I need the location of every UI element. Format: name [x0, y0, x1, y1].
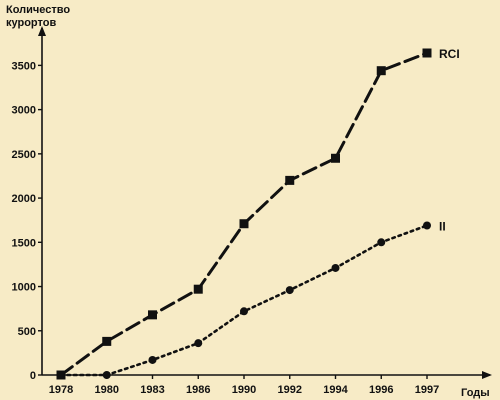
x-tick-label: 1994	[323, 384, 348, 396]
x-tick-label: 1978	[49, 384, 73, 396]
series-line-ii	[59, 224, 429, 377]
y-tick-label: 2000	[12, 193, 36, 205]
x-tick-label: 1997	[415, 384, 439, 396]
x-tick-label: 1992	[278, 384, 302, 396]
x-tick-label: 1990	[232, 384, 256, 396]
series-label-rci: RCI	[439, 47, 460, 61]
y-axis-title: Количество курортов	[6, 4, 70, 29]
axes	[38, 26, 492, 379]
data-point-ii	[102, 371, 111, 379]
data-point-rci	[239, 219, 249, 229]
data-point-ii	[331, 263, 340, 272]
series-line-rci	[59, 51, 429, 377]
data-point-rci	[376, 66, 386, 76]
data-point-ii	[377, 238, 386, 247]
data-point-ii	[285, 286, 294, 295]
y-ticks: 0 500 1000 1500 2000 2500 3000 3500	[12, 60, 42, 382]
y-axis-title-line-1: Количество	[6, 4, 70, 16]
series-group: RCI II	[56, 47, 460, 380]
data-point-rci	[285, 175, 295, 185]
y-tick-label: 2500	[12, 149, 36, 161]
data-point-ii	[194, 339, 203, 348]
x-tick-label: 1986	[186, 384, 210, 396]
x-axis-title: Годы	[461, 387, 490, 399]
y-tick-label: 3500	[12, 60, 36, 72]
series-label-ii: II	[439, 220, 446, 234]
data-point-rci	[331, 153, 340, 163]
y-axis-arrow	[38, 26, 46, 36]
y-tick-label: 0	[30, 370, 36, 382]
y-tick-label: 500	[18, 326, 36, 338]
x-tick-label: 1983	[140, 384, 164, 396]
y-tick-label: 3000	[12, 105, 36, 117]
data-point-rci	[148, 310, 157, 320]
data-point-rci	[193, 284, 203, 294]
y-axis-title-line-2: курортов	[6, 17, 56, 29]
x-tick-label: 1980	[95, 384, 119, 396]
y-tick-label: 1000	[12, 282, 36, 294]
x-axis-arrow	[482, 371, 492, 379]
data-point-rci	[102, 336, 112, 346]
y-tick-label: 1500	[12, 237, 36, 249]
data-point-rci	[422, 48, 432, 58]
x-tick-label: 1996	[369, 384, 393, 396]
data-point-ii	[240, 307, 248, 316]
data-point-ii	[423, 221, 431, 230]
data-point-ii	[57, 371, 65, 379]
data-point-ii	[148, 355, 157, 364]
